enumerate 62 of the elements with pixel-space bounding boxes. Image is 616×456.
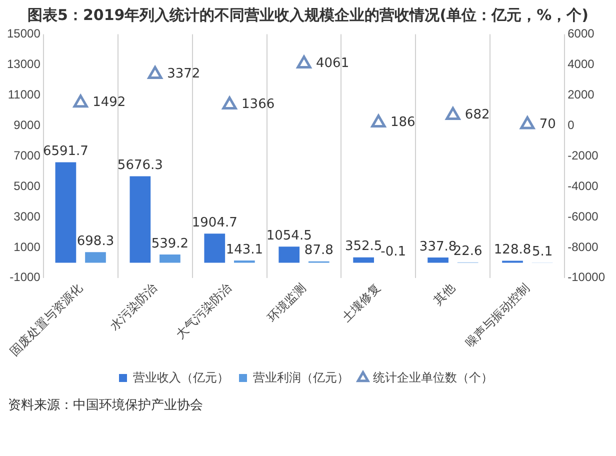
y-tick-label: 11000 xyxy=(8,87,41,102)
x-tick-label: 大气污染防治 xyxy=(173,280,234,342)
y-tick-label: 3000 xyxy=(14,209,41,224)
data-label: 5676.3 xyxy=(117,158,163,174)
data-label: 1366 xyxy=(242,97,275,112)
point xyxy=(148,66,162,79)
data-label: 352.5 xyxy=(344,239,382,254)
x-tick-label: 土壤修复 xyxy=(339,280,383,324)
y-tick-label: 9000 xyxy=(14,118,41,132)
data-label: 698.3 xyxy=(76,234,114,249)
point xyxy=(222,96,237,110)
y-tick-label: 13000 xyxy=(6,56,41,71)
legend-label: 营业收入（亿元） xyxy=(133,370,229,384)
legend-label: 统计企业单位数（个） xyxy=(373,370,493,384)
x-tick-label: 噪声与振动控制 xyxy=(462,280,532,350)
bar xyxy=(353,257,374,263)
y-tick-label: 15000 xyxy=(6,26,41,41)
y2-tick-label: -8000 xyxy=(568,240,599,254)
bar xyxy=(428,258,448,263)
x-tick-label: 环境监测 xyxy=(264,280,308,324)
y2-tick-label: 4000 xyxy=(568,56,595,71)
chart-title: 图表5：2019年列入统计的不同营业收入规模企业的营收情况(单位：亿元，%，个) xyxy=(26,5,590,24)
data-label: -0.1 xyxy=(380,244,406,260)
bar xyxy=(278,246,300,263)
bar xyxy=(55,162,76,263)
data-label: 5.1 xyxy=(532,244,553,260)
data-label: 1492 xyxy=(92,95,126,110)
data-label: 3372 xyxy=(167,66,200,82)
bar xyxy=(204,234,226,263)
point xyxy=(296,55,312,68)
y2-tick-label: -2000 xyxy=(568,148,599,162)
y-tick-label: 5000 xyxy=(14,178,41,193)
legend-label: 营业利润（亿元） xyxy=(253,370,349,384)
data-label: 128.8 xyxy=(494,242,532,258)
data-label: 4061 xyxy=(316,56,350,72)
y2-tick-label: 0 xyxy=(568,118,575,132)
data-label: 186 xyxy=(390,115,416,130)
bar xyxy=(160,254,180,263)
data-label: 87.8 xyxy=(304,243,334,258)
x-tick-label: 其他 xyxy=(430,280,458,308)
text: 资料来源：中国环境保护产业协会 xyxy=(7,397,204,415)
y2-tick-label: 6000 xyxy=(568,26,595,41)
point xyxy=(520,116,535,130)
bar xyxy=(85,252,106,263)
data-label: 539.2 xyxy=(151,236,189,252)
data-label: 682 xyxy=(464,108,490,123)
y2-tick-label: 2000 xyxy=(568,87,595,102)
point xyxy=(73,94,88,108)
y-tick-label: 1000 xyxy=(14,240,41,254)
x-tick-label: 水污染防治 xyxy=(107,280,160,333)
bar xyxy=(130,176,151,263)
y2-tick-label: -10000 xyxy=(568,270,606,284)
y2-tick-label: -6000 xyxy=(568,209,599,224)
point xyxy=(371,114,386,128)
data-label: 70 xyxy=(539,116,556,132)
y-tick-label: 7000 xyxy=(14,148,41,162)
data-label: 1904.7 xyxy=(192,216,238,231)
data-label: 143.1 xyxy=(226,242,264,258)
y2-tick-label: -4000 xyxy=(568,178,599,193)
point xyxy=(446,106,460,120)
data-label: 6591.7 xyxy=(42,144,88,160)
data-label: 1054.5 xyxy=(266,228,312,244)
